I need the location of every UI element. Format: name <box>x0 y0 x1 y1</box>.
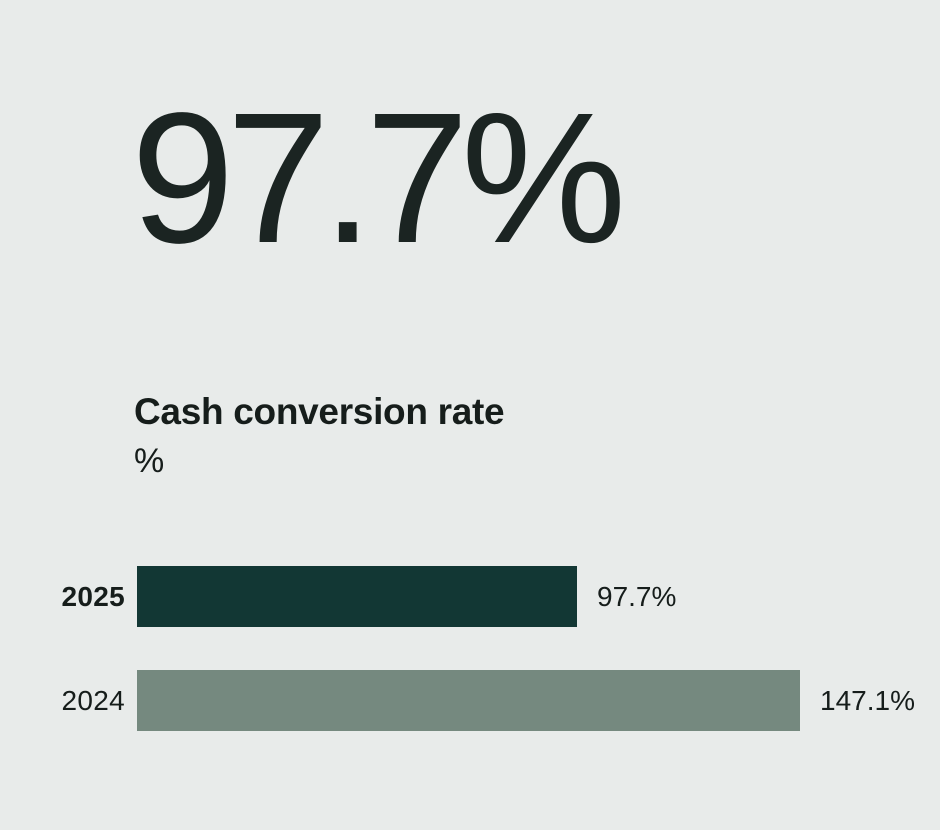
category-label-2025: 2025 <box>61 580 125 612</box>
bar-row-2024: 2024 147.1% <box>0 670 940 731</box>
bar-row-2025: 2025 97.7% <box>0 566 940 627</box>
bar-2025 <box>137 566 577 627</box>
bar-2024 <box>137 670 800 731</box>
category-label-2024: 2024 <box>61 684 125 716</box>
value-label-2025: 97.7% <box>597 580 677 612</box>
headline-value: 97.7% <box>131 75 626 282</box>
chart-title: Cash conversion rate <box>134 391 505 432</box>
bar-chart: 2025 97.7% 2024 147.1% <box>0 566 940 731</box>
chart-title-block: Cash conversion rate % <box>134 391 505 480</box>
value-label-2024: 147.1% <box>820 684 915 716</box>
chart-unit-label: % <box>134 441 165 480</box>
